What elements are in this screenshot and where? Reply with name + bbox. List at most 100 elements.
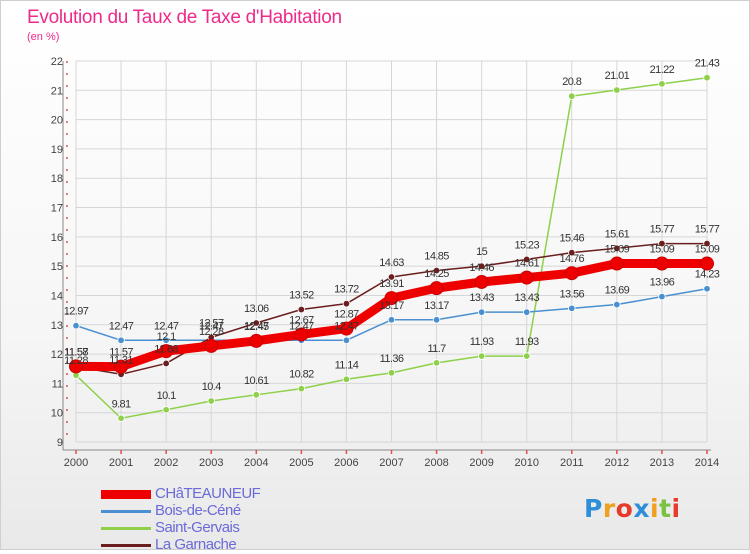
legend-swatch	[101, 510, 151, 513]
y-tick-label: 19	[51, 144, 63, 156]
data-point	[703, 285, 711, 293]
chart-title: Evolution du Taux de Taxe d'Habitation	[27, 7, 342, 28]
data-label: 15.09	[650, 244, 675, 256]
data-point	[342, 336, 351, 345]
data-label: 10.4	[202, 381, 221, 393]
data-label: 10.61	[244, 375, 269, 387]
data-point	[703, 239, 711, 248]
data-label: 12.47	[199, 320, 224, 332]
data-label: 12.47	[154, 320, 179, 332]
data-point	[117, 414, 125, 422]
data-label: 12.1	[157, 331, 176, 343]
legend-label: La Garnache	[155, 536, 237, 553]
x-tick-label: 2002	[154, 457, 178, 469]
data-point	[297, 384, 306, 393]
data-point	[339, 321, 354, 336]
data-label: 14.76	[560, 253, 585, 265]
data-point	[568, 304, 576, 313]
y-tick-label: 11	[52, 378, 63, 390]
x-tick-label: 2014	[695, 457, 719, 469]
data-point	[519, 270, 534, 285]
data-label: 15.77	[695, 224, 720, 236]
data-label: 13.69	[605, 285, 630, 297]
y-tick-label: 16	[51, 232, 63, 244]
x-tick-label: 2000	[64, 457, 88, 469]
data-label: 11.36	[380, 353, 404, 365]
data-point	[564, 266, 579, 281]
data-point	[159, 344, 174, 359]
y-tick-label: 15	[51, 261, 63, 273]
data-point	[432, 316, 441, 324]
data-label: 10.1	[157, 390, 176, 402]
data-point	[613, 86, 621, 94]
data-label: 15.46	[560, 233, 585, 245]
data-label: 15.61	[605, 228, 630, 240]
y-tick-label: 21	[51, 85, 63, 97]
data-label: 12.47	[244, 320, 269, 332]
data-label: 14.85	[424, 251, 449, 263]
data-point	[252, 391, 260, 399]
y-tick-label: 18	[51, 173, 63, 185]
data-point	[432, 266, 441, 275]
data-label: 14.23	[695, 269, 720, 281]
legend-label: Saint-Gervais	[155, 519, 240, 536]
data-label: 11.68	[154, 343, 178, 355]
x-tick-label: 2004	[244, 457, 268, 469]
data-label: 12.47	[334, 320, 359, 332]
data-label: 15.23	[514, 239, 539, 251]
data-point	[523, 308, 531, 316]
data-point	[474, 274, 489, 289]
data-label: 11.93	[470, 336, 494, 348]
data-label: 12.57	[199, 317, 224, 329]
data-point	[477, 352, 486, 360]
data-point	[613, 244, 621, 252]
y-tick-label: 17	[51, 203, 63, 215]
data-label: 13.52	[289, 290, 314, 302]
data-label: 15.77	[650, 224, 675, 236]
data-label: 11.57	[109, 347, 133, 359]
data-point	[162, 406, 170, 414]
data-label: 11.7	[427, 343, 446, 355]
data-label: 12.67	[289, 314, 314, 326]
data-label: 11.93	[515, 336, 539, 348]
legend-label: CHâTEAUNEUF	[155, 485, 261, 502]
data-label: 10.82	[289, 369, 314, 381]
data-point	[654, 256, 669, 271]
x-tick-label: 2012	[605, 457, 629, 469]
legend-swatch	[101, 544, 151, 547]
data-point	[429, 281, 444, 296]
data-point	[568, 248, 576, 257]
x-tick-label: 2011	[560, 457, 584, 469]
data-label: 21.43	[695, 58, 720, 70]
data-point	[477, 308, 486, 316]
data-label: 11.31	[109, 354, 133, 366]
data-label: 11.14	[335, 359, 359, 371]
data-label: 12.47	[289, 320, 314, 332]
svg-text:Proxiti: Proxiti	[584, 494, 681, 523]
data-point	[658, 239, 666, 248]
y-tick-label: 13	[51, 320, 63, 332]
y-tick-label: 22	[51, 56, 63, 68]
data-point	[387, 316, 396, 324]
data-point	[204, 338, 219, 353]
data-label: 13.91	[379, 278, 404, 290]
x-tick-label: 2010	[514, 457, 538, 469]
data-point	[162, 359, 170, 368]
data-point	[658, 80, 666, 88]
data-label: 15	[476, 246, 488, 258]
x-tick-label: 2007	[379, 457, 403, 469]
data-label: 14.63	[379, 257, 404, 269]
data-label: 12.28	[199, 326, 224, 338]
data-point	[613, 300, 621, 309]
data-point	[523, 352, 531, 360]
data-label: 13.56	[560, 288, 585, 300]
x-tick-label: 2013	[650, 457, 674, 469]
data-label: 13.06	[244, 303, 269, 315]
data-label: 20.8	[562, 76, 581, 88]
data-point	[114, 359, 129, 374]
data-point	[387, 369, 396, 377]
data-point	[658, 292, 666, 301]
data-point	[384, 291, 399, 306]
